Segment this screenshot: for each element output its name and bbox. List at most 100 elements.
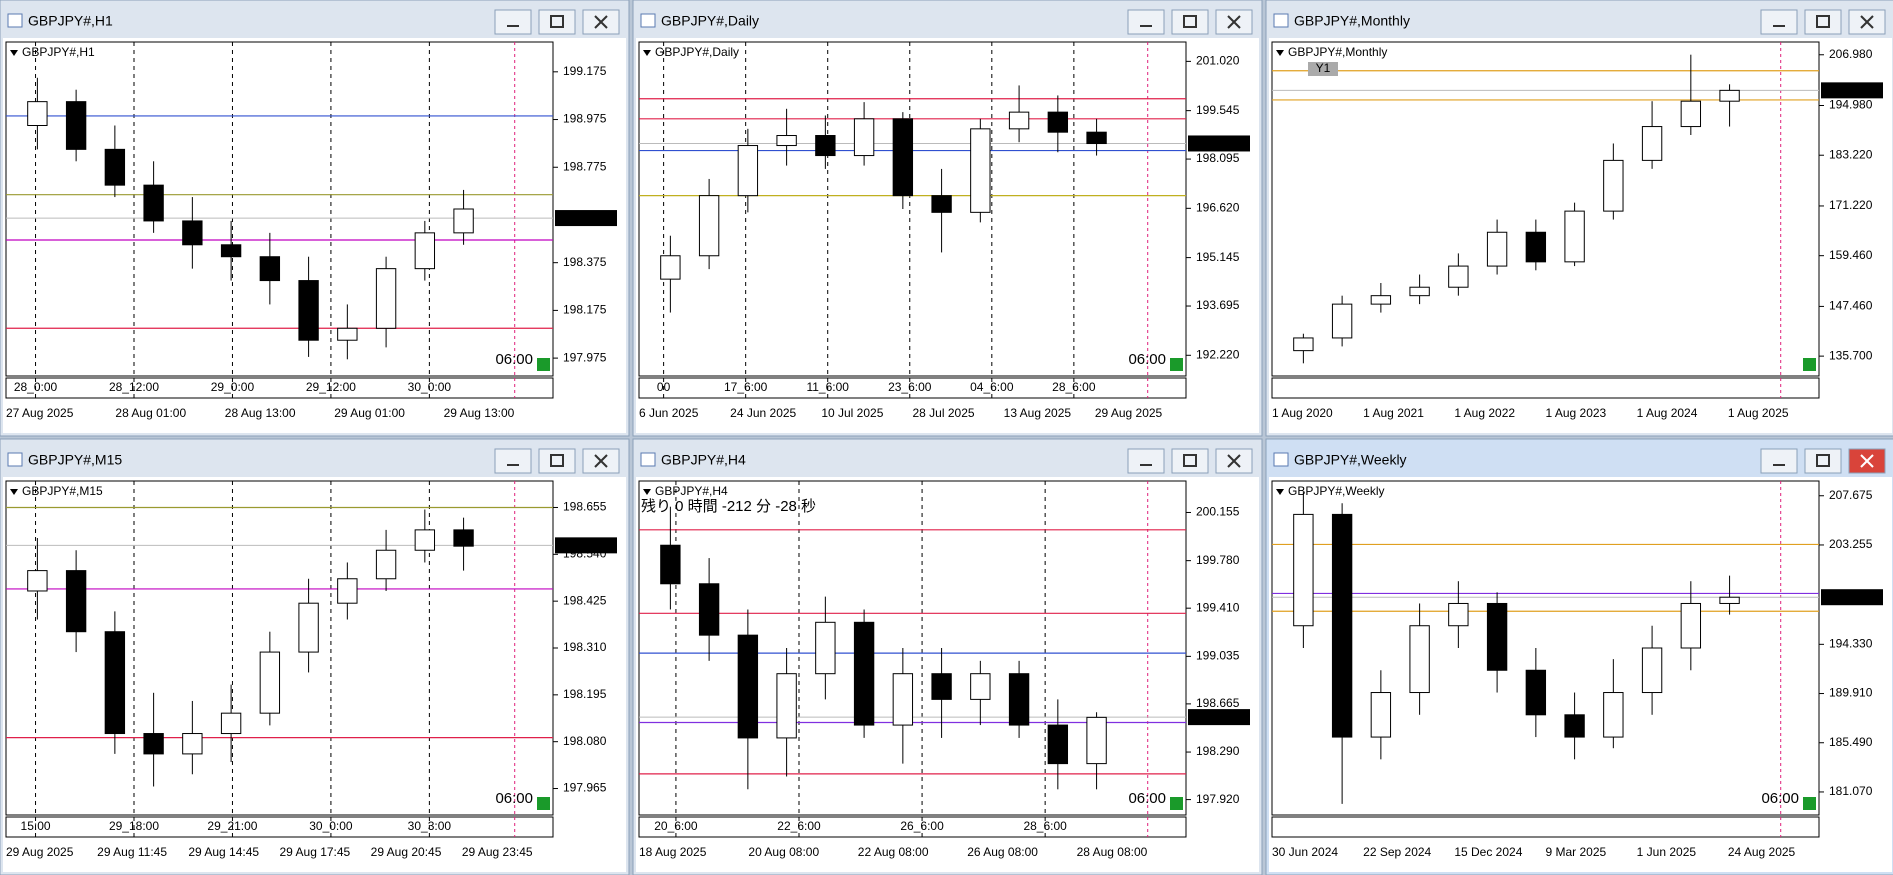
glyph (1816, 15, 1830, 28)
separator-label: 28_0:00 (14, 380, 58, 394)
candle-body (660, 255, 681, 280)
window-title: GBPJPY#,M15 (28, 452, 122, 468)
y-tick-label: 159.460 (1829, 248, 1873, 262)
candle-body (1409, 286, 1430, 297)
maximize-button[interactable] (1804, 9, 1842, 35)
time-label: 1 Aug 2020 (1272, 406, 1333, 420)
bar-countdown: 06:00 (495, 351, 533, 368)
maximize-button[interactable] (1171, 448, 1209, 474)
time-label: 1 Aug 2022 (1454, 406, 1515, 420)
candle-body (414, 529, 436, 551)
y-tick-label: 183.220 (1829, 147, 1873, 161)
candle-body (27, 101, 48, 127)
y-tick-label: 197.965 (563, 781, 607, 795)
symbol-arrow (1276, 489, 1284, 495)
candle-body (1008, 673, 1030, 726)
time-label: 28 Jul 2025 (913, 406, 975, 420)
candle-body (1564, 714, 1585, 738)
status-indicator (1803, 358, 1816, 371)
candle-body (1641, 647, 1663, 694)
candle-body (1486, 231, 1508, 267)
y-tick-label: 193.695 (1196, 298, 1240, 312)
symbol-label: GBPJPY#,Daily (655, 45, 739, 59)
period-button[interactable] (1308, 62, 1338, 76)
symbol-arrow (643, 50, 651, 56)
separator-label: 28_6:00 (1023, 819, 1067, 833)
price-label: 198.562 (560, 538, 604, 552)
symbol-arrow (10, 50, 18, 56)
y-tick-label: 198.290 (1196, 744, 1240, 758)
candle-body (1086, 716, 1107, 765)
symbol-arrow (10, 489, 18, 495)
window-icon (1273, 13, 1289, 28)
window-icon (640, 452, 656, 467)
y-tick-label: 198.080 (563, 734, 607, 748)
time-label: 29 Aug 11:45 (97, 845, 167, 859)
minimize-button[interactable] (494, 448, 532, 474)
candle-body (1486, 602, 1508, 671)
time-label: 1 Aug 2021 (1363, 406, 1424, 420)
glyph (1860, 454, 1874, 468)
candle-body (27, 570, 48, 592)
candle-body (182, 220, 203, 246)
minimize-button[interactable] (1127, 448, 1165, 474)
window-icon (1273, 452, 1289, 467)
candle-body (970, 128, 991, 213)
y-tick-label: 206.980 (1829, 47, 1873, 61)
candle-body (1603, 159, 1624, 212)
plot-border (5, 41, 554, 377)
time-label: 22 Sep 2024 (1363, 845, 1431, 859)
candle-body (1409, 625, 1430, 694)
minimize-button[interactable] (494, 9, 532, 35)
candle-body (298, 602, 319, 653)
separator-label: 00 (657, 380, 671, 394)
separator-label: 22_6:00 (777, 819, 821, 833)
maximize-button[interactable] (1804, 448, 1842, 474)
candle-body (737, 145, 759, 197)
window-icon (7, 13, 23, 28)
candle-body (815, 621, 836, 675)
candle-body (143, 184, 164, 222)
candle-body (931, 195, 952, 213)
y-tick-label: 199.780 (1196, 553, 1240, 567)
glyph (594, 15, 608, 29)
time-label: 15 Dec 2024 (1454, 845, 1522, 859)
y-tick-label: 199.410 (1196, 600, 1240, 614)
separator-label: 26_6:00 (900, 819, 944, 833)
minimize-button[interactable] (1760, 448, 1798, 474)
plot-border (638, 480, 1187, 816)
time-label: 28 Aug 01:00 (115, 406, 186, 420)
bar-countdown: 06:00 (1761, 790, 1799, 807)
y-tick-label: 171.220 (1829, 198, 1873, 212)
candle-body (1331, 303, 1353, 339)
y-tick-label: 195.145 (1196, 250, 1240, 264)
maximize-button[interactable] (538, 9, 576, 35)
y-tick-label: 198.425 (563, 593, 607, 607)
chart-area (3, 477, 626, 872)
maximize-button[interactable] (538, 448, 576, 474)
bar-countdown: 06:00 (1128, 351, 1166, 368)
separator-label: 30_3:00 (408, 819, 452, 833)
close-button[interactable] (1848, 9, 1886, 35)
time-label: 9 Mar 2025 (1546, 845, 1607, 859)
close-button[interactable] (582, 9, 620, 35)
time-label: 1 Aug 2024 (1637, 406, 1698, 420)
time-label: 29 Aug 2025 (1095, 406, 1163, 420)
candle-body (1680, 602, 1702, 649)
chart-area (3, 38, 626, 433)
y-tick-label: 185.490 (1829, 735, 1873, 749)
y-tick-label: 201.020 (1196, 54, 1240, 68)
candle-body (853, 621, 875, 726)
maximize-button[interactable] (1171, 9, 1209, 35)
indicator-window (1271, 816, 1820, 838)
candle-body (1047, 724, 1069, 765)
status-indicator (1803, 797, 1816, 810)
y-tick-label: 189.910 (1829, 686, 1873, 700)
separator-label: 04_6:00 (970, 380, 1014, 394)
candle-body (1719, 89, 1740, 102)
minimize-button[interactable] (1127, 9, 1165, 35)
period-button-label[interactable]: Y1 (1316, 61, 1331, 75)
candle-body (220, 244, 242, 258)
minimize-button[interactable] (1760, 9, 1798, 35)
separator-label: 29_18:00 (109, 819, 159, 833)
